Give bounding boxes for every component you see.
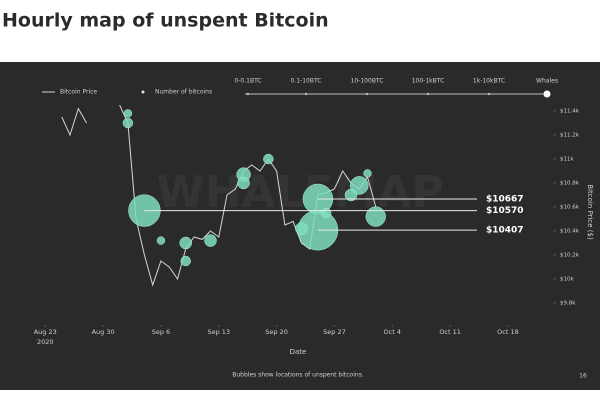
bubble (122, 117, 134, 129)
filter-stop (487, 92, 491, 96)
bubble (123, 109, 133, 118)
bubble (237, 176, 250, 190)
y-axis-label: Bitcoin Price ($) (586, 184, 594, 240)
x-tick-label: Sep 20 (265, 328, 288, 336)
y-tick-label: $11k (560, 157, 574, 163)
filter-stop (426, 92, 430, 96)
level-label: $10570 (486, 206, 524, 216)
y-tick-label: $10.8k (560, 181, 580, 187)
filter-stop (304, 92, 308, 96)
y-tick-label: $10.4k (560, 229, 580, 235)
bubble (295, 222, 308, 235)
bubble (263, 153, 274, 165)
y-tick-label: $11.4k (560, 109, 580, 115)
x-tick-label: Oct 4 (384, 328, 401, 336)
bubble (363, 169, 372, 178)
x-tick-label: Sep 27 (323, 328, 346, 336)
bubble (344, 188, 358, 202)
bubble (204, 234, 217, 247)
y-tick-label: $10.6k (560, 205, 580, 211)
x-tick-label: Oct 11 (439, 328, 461, 336)
x-axis-label: Date (290, 348, 307, 356)
y-tick-label: $10k (560, 277, 574, 283)
x-year-label: 2020 (37, 338, 54, 346)
price-line (61, 104, 377, 287)
x-tick-label: Oct 18 (497, 328, 519, 336)
watermark: WHALEMAP (156, 167, 444, 218)
legend-label: Number of bitcoins (155, 89, 212, 96)
page-number: 16 (579, 373, 587, 380)
x-tick-label: Aug 30 (92, 328, 115, 336)
level-label: $10407 (486, 226, 524, 236)
bubble (156, 236, 166, 245)
filter-stop (246, 92, 250, 96)
bubble (349, 176, 369, 195)
filter-label[interactable]: 1k-10kBTC (473, 78, 505, 85)
filter-label[interactable]: Whales (536, 78, 558, 85)
bubble (320, 207, 332, 219)
filter-label[interactable]: 0-0.1BTC (234, 78, 261, 85)
filter-slider-knob[interactable] (543, 90, 551, 98)
y-tick-label: $9.8k (560, 301, 576, 307)
x-tick-label: Sep 13 (207, 328, 230, 336)
filter-stop (365, 92, 369, 96)
bubble (365, 206, 386, 227)
legend-label: Bitcoin Price (60, 89, 97, 96)
page-title: Hourly map of unspent Bitcoin (2, 10, 329, 32)
filter-label[interactable]: 100-1kBTC (412, 78, 445, 85)
x-tick-label: Aug 23 (34, 328, 57, 336)
filter-label[interactable]: 10-100BTC (351, 78, 384, 85)
bubble (179, 236, 192, 250)
bubble (180, 255, 191, 267)
filter-label[interactable]: 0.1-10BTC (291, 78, 322, 85)
y-tick-label: $11.2k (560, 133, 580, 139)
x-tick-label: Sep 6 (152, 328, 170, 336)
level-label: $10667 (486, 194, 524, 204)
y-tick-label: $10.2k (560, 253, 580, 259)
chart-note: Bubbles show locations of unspent bitcoi… (232, 372, 364, 379)
legend-dot (141, 90, 145, 94)
